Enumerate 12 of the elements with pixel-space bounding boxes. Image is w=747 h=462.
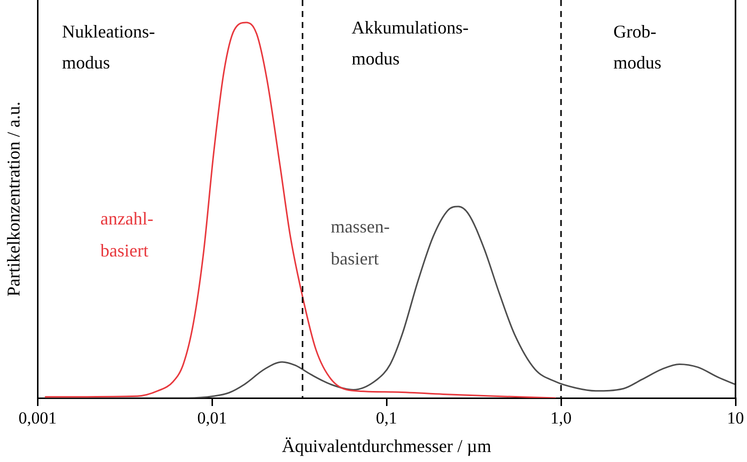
x-tick-label: 0,01 [197, 408, 227, 428]
y-axis-title: Partikelkonzentration / a.u. [4, 102, 24, 296]
x-tick-label: 0,001 [18, 408, 57, 428]
annotation: Grob-modus [613, 22, 662, 73]
x-tick-label: 0,1 [376, 408, 398, 428]
annotation: Nukleations-modus [62, 22, 156, 73]
text: anzahl-basiert [100, 208, 154, 261]
x-axis-title: Äquivalentdurchmesser / µm [282, 436, 492, 456]
series-label: massen-basiert [330, 216, 390, 269]
x-tick-label: 10 [727, 408, 744, 428]
x-tick-label: 1,0 [550, 408, 572, 428]
annotation: Akkumulations-modus [352, 18, 469, 69]
